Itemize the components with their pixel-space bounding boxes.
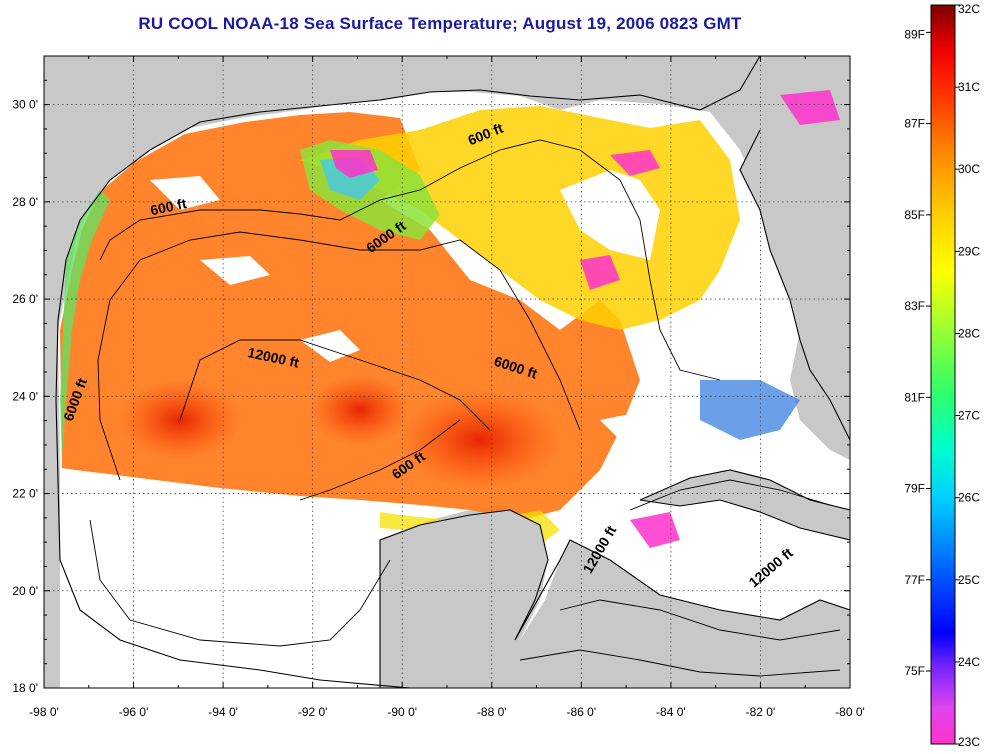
lon-tick-label: -80 0' — [835, 705, 865, 719]
colorbar-c-label: 30C — [958, 162, 980, 176]
lon-tick-label: -84 0' — [656, 705, 686, 719]
colorbar-gradient — [930, 4, 956, 745]
colorbar-f-label: 89F — [904, 27, 925, 41]
colorbar-f-label: 75F — [904, 664, 925, 678]
colorbar-f-label: 85F — [904, 208, 925, 222]
contour-600ft-north — [99, 139, 721, 381]
bathymetry-contours — [89, 139, 841, 677]
colorbar-c-label: 32C — [958, 2, 980, 16]
lat-tick-label: 20 0' — [12, 584, 38, 598]
lon-tick-label: -98 0' — [29, 705, 59, 719]
colorbar-c-label: 31C — [958, 80, 980, 94]
contour-yucatan-shelf — [89, 519, 391, 647]
cloud-gap-4 — [300, 330, 360, 362]
lat-tick-label: 22 0' — [12, 487, 38, 501]
sst-magenta-3 — [580, 255, 620, 290]
sst-green-coast — [60, 190, 110, 460]
sst-hot-spot-1 — [400, 390, 560, 490]
lat-tick-label: 24 0' — [12, 389, 38, 403]
coastline-yucatan — [379, 509, 850, 688]
lat-tick-label: 26 0' — [12, 292, 38, 306]
contour-cuba-shelf — [629, 479, 831, 511]
lon-tick-label: -96 0' — [119, 705, 149, 719]
colorbar-c-label: 26C — [958, 491, 980, 505]
coastline-florida — [739, 129, 850, 441]
yucatan-land-front — [380, 510, 548, 688]
colorbar-c-label: 27C — [958, 409, 980, 423]
lon-tick-label: -82 0' — [746, 705, 776, 719]
coastline — [55, 56, 761, 688]
lat-tick-label: 28 0' — [12, 195, 38, 209]
sst-magenta-2 — [610, 150, 660, 176]
map-title: RU COOL NOAA-18 Sea Surface Temperature;… — [138, 14, 742, 33]
contour-12000ft — [179, 339, 491, 431]
cloud-gap-1 — [560, 170, 660, 260]
lat-tick-label: 30 0' — [12, 98, 38, 112]
colorbar-f-label: 83F — [904, 299, 925, 313]
latitude-axis: 18 0' 20 0' 22 0' 24 0' 26 0' 28 0' 30 0' — [12, 55, 850, 695]
colorbar-fahrenheit-labels: 89F87F85F83F81F79F77F75F73F — [904, 27, 931, 754]
lon-tick-label: -92 0' — [298, 705, 328, 719]
contour-caribbean-2 — [519, 649, 841, 677]
florida-land — [740, 56, 850, 440]
us-coast-land — [44, 56, 760, 470]
colorbar-c-label: 23C — [958, 735, 980, 749]
cloud-gap-6 — [600, 410, 680, 460]
colorbar-f-label: 87F — [904, 117, 925, 131]
colorbar: 89F87F85F83F81F79F77F75F73F 32C31C30C29C… — [904, 2, 980, 754]
swath-southern-edge — [60, 468, 420, 688]
longitude-axis: -98 0' -96 0' -94 0' -92 0' -90 0' -88 0' -86 … — [29, 56, 865, 719]
grid-lines — [44, 56, 850, 688]
lon-tick-label: -88 0' — [477, 705, 507, 719]
lat-tick-label: 18 0' — [12, 681, 38, 695]
sst-cool-patch-se — [700, 380, 800, 440]
colorbar-c-label: 29C — [958, 244, 980, 258]
colorbar-f-label: 77F — [904, 573, 925, 587]
colorbar-f-label: 81F — [904, 390, 925, 404]
cloud-gap-5 — [200, 256, 270, 285]
cloud-gap-2 — [650, 320, 720, 370]
sst-magenta-1 — [330, 150, 378, 178]
contour-caribbean-1 — [559, 599, 841, 641]
colorbar-f-label: 79F — [904, 482, 925, 496]
coastline-cuba — [639, 469, 850, 541]
colorbar-c-label: 25C — [958, 573, 980, 587]
lon-tick-label: -94 0' — [208, 705, 238, 719]
lon-tick-label: -86 0' — [567, 705, 597, 719]
lon-tick-label: -90 0' — [387, 705, 417, 719]
sst-hot-spot-3 — [310, 375, 410, 445]
colorbar-c-label: 24C — [958, 655, 980, 669]
contour-6000ft-west — [97, 231, 581, 481]
sst-magenta-4 — [630, 512, 680, 548]
sst-magenta-5 — [780, 90, 840, 125]
colorbar-c-label: 28C — [958, 326, 980, 340]
colorbar-celsius-labels: 32C 31C 30C 29C 28C 27C 26C 25C 24C 23C — [955, 2, 980, 749]
contour-label: 600 ft — [149, 195, 188, 218]
